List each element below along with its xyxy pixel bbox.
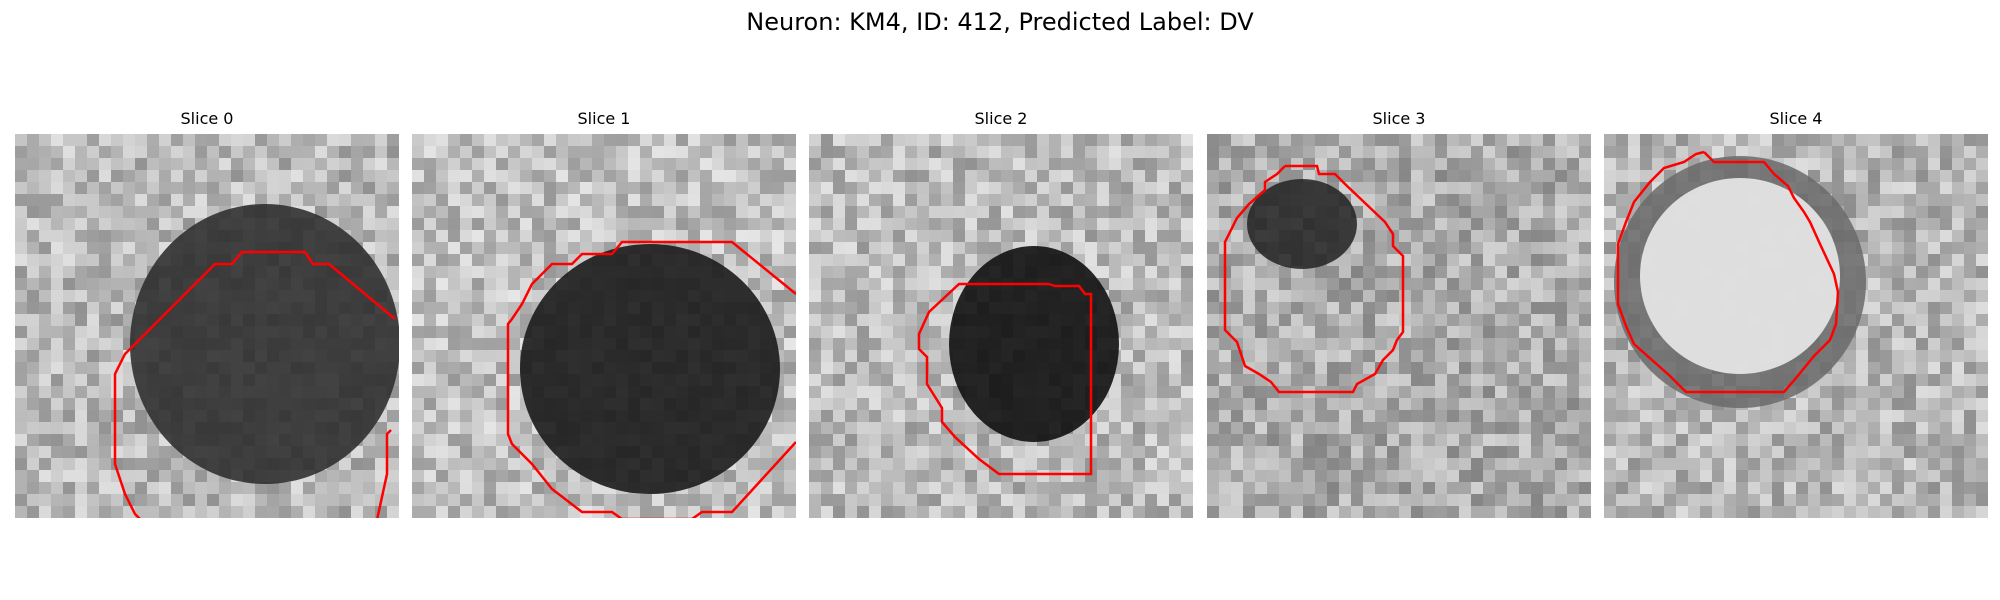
slice-title: Slice 3 — [1372, 109, 1426, 128]
dark-blob — [130, 204, 399, 484]
slice-image-svg — [412, 134, 796, 518]
slice-image — [1604, 134, 1988, 518]
contour-line — [1223, 164, 1405, 394]
slice-panel-0: Slice 0 — [15, 108, 399, 518]
slice-image-svg — [809, 134, 1193, 518]
slice-panel-2: Slice 2 — [809, 108, 1193, 518]
slice-title: Slice 2 — [974, 109, 1028, 128]
bright-blob — [1640, 178, 1840, 374]
figure-title: Neuron: KM4, ID: 412, Predicted Label: D… — [746, 8, 1254, 36]
contour-line — [113, 250, 396, 518]
slice-image-svg — [1604, 134, 1988, 518]
slice-image — [1207, 134, 1591, 518]
slice-image — [809, 134, 1193, 518]
slice-image-svg — [1207, 134, 1591, 518]
slice-title: Slice 1 — [577, 109, 631, 128]
image-pixels — [809, 134, 1193, 518]
contour-line — [506, 240, 796, 518]
dark-blob — [1247, 179, 1357, 269]
slice-title: Slice 0 — [180, 109, 234, 128]
slice-panel-3: Slice 3 — [1207, 108, 1591, 518]
slice-image-svg — [15, 134, 399, 518]
slice-image — [15, 134, 399, 518]
slice-panel-1: Slice 1 — [412, 108, 796, 518]
slice-title: Slice 4 — [1769, 109, 1823, 128]
slice-image — [412, 134, 796, 518]
contour-line — [1616, 150, 1840, 394]
slice-panel-4: Slice 4 — [1604, 108, 1988, 518]
dark-blob — [949, 246, 1119, 442]
contour-line — [917, 282, 1093, 476]
dark-blob — [520, 244, 780, 494]
